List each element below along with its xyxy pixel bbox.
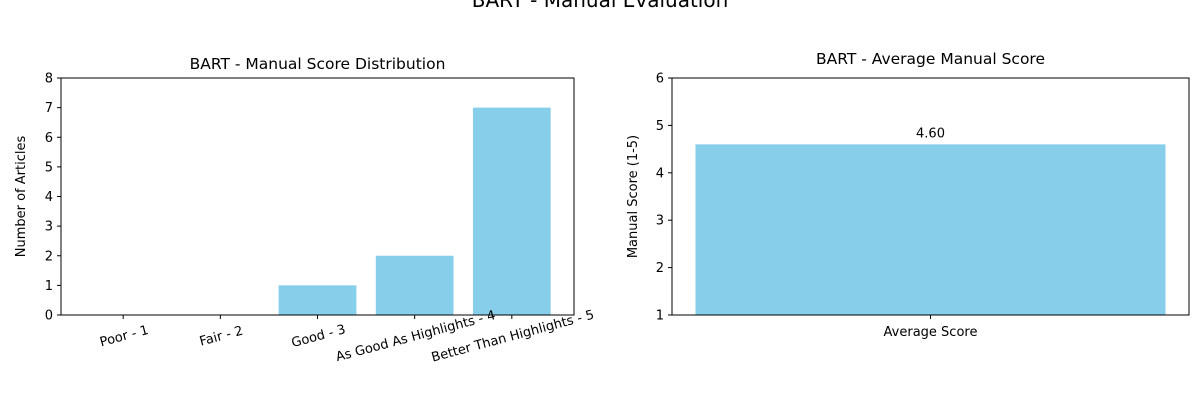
y-tick-label: 2 [656,261,664,276]
y-axis-label: Number of Articles [14,136,29,258]
y-tick-label: 1 [656,309,664,324]
y-tick-label: 5 [656,119,664,134]
bar [695,144,1166,315]
x-tick-label: Good - 3 [290,322,347,351]
chart-title: BART - Average Manual Score [816,50,1045,68]
y-tick-label: 6 [656,72,664,87]
y-tick-label: 5 [45,160,53,175]
y-tick-label: 8 [45,72,53,87]
average-score-chart: 4.60 1 2 3 4 5 6 Average Score BART - Average Ma… [626,50,1190,340]
y-tick-label: 6 [45,131,53,146]
y-tick-label: 3 [45,220,53,235]
y-tick-label: 0 [45,309,53,324]
x-tick-label: As Good As Highlights - 4 [334,308,497,365]
y-axis-label: Manual Score (1-5) [626,135,641,258]
bar [375,255,454,315]
y-tick-label: 4 [45,190,53,205]
y-tick-label: 2 [45,249,53,264]
x-tick-label: Average Score [884,325,978,340]
y-tick-label: 3 [656,214,664,229]
score-distribution-chart: 0 1 2 3 4 5 6 7 8 Poor - 1 Fair - 2 Good - 3As Good… [14,55,596,366]
y-tick-label: 1 [45,279,53,294]
x-tick-label: Poor - 1 [98,323,150,350]
x-tick-label: Better Than Highlights - 5 [430,308,596,366]
chart-title: BART - Manual Score Distribution [190,55,446,73]
x-tick-label: Fair - 2 [198,324,245,350]
bar [472,107,551,315]
y-tick-label: 4 [656,166,664,181]
y-tick-label: 7 [45,101,53,116]
data-label: 4.60 [916,126,945,141]
bar [278,285,357,315]
figure-suptitle: BART - Manual Evaluation [472,0,729,12]
